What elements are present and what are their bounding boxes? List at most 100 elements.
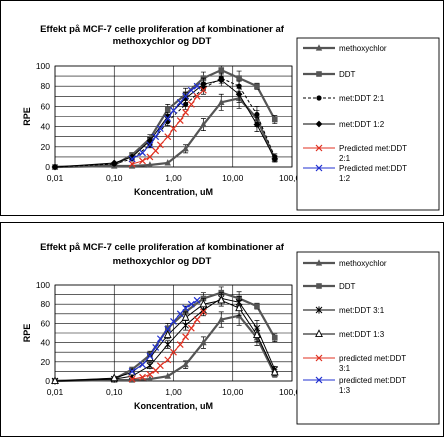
data-point [170, 348, 177, 356]
y-axis-label: RPE [22, 107, 32, 126]
data-point [187, 324, 195, 332]
x-tick-label: 10,00 [222, 387, 244, 397]
data-point [164, 372, 171, 379]
data-point [170, 125, 177, 133]
data-point [176, 117, 184, 124]
data-point [253, 330, 261, 338]
series-5 [128, 86, 207, 168]
data-point [187, 100, 195, 108]
y-tick-label: 100 [36, 61, 50, 71]
series-6 [128, 82, 201, 163]
data-point [182, 333, 190, 341]
data-point [128, 367, 136, 375]
data-point [163, 330, 172, 338]
chart-panel-1: Effekt på MCF-7 celle proliferation af k… [0, 0, 444, 216]
data-point [182, 94, 189, 102]
data-point [156, 335, 164, 343]
series-line [54, 77, 276, 168]
x-axis-label: Koncentration, uM [134, 401, 213, 411]
x-axis-label: Koncentration, uM [134, 187, 213, 197]
data-point [152, 133, 160, 141]
x-tick-label: 100,00 [279, 173, 305, 183]
data-point [156, 125, 164, 133]
data-point [254, 303, 260, 309]
data-point [139, 361, 146, 369]
data-point [164, 325, 171, 331]
data-point [176, 310, 184, 318]
data-point [152, 343, 160, 351]
legend-marker [315, 354, 323, 362]
x-tick-label: 0,10 [106, 173, 123, 183]
legend-item: DDT [303, 70, 356, 79]
x-tick-label: 10,00 [222, 173, 244, 183]
legend-item: methoxychlor [303, 259, 387, 268]
plot-area [54, 284, 293, 382]
legend-label-line: predicted met:DDT [339, 354, 406, 363]
data-point [182, 360, 189, 368]
legend-marker [315, 164, 323, 172]
legend-label: DDT [339, 282, 356, 291]
legend-label: predicted met:DDT 1:3 [339, 376, 406, 395]
y-tick-label: 0 [45, 162, 50, 172]
legend-label: met:DDT 3:1 [339, 306, 385, 315]
legend-label: met:DDT 1:2 [339, 120, 385, 129]
legend-label: Predicted met:DDT 1:2 [339, 164, 407, 183]
legend-label: met:DDT 1:3 [339, 330, 385, 339]
data-point [164, 340, 172, 349]
legend-item: met:DDT 1:2 [303, 120, 385, 129]
y-tick-label: 20 [41, 357, 51, 367]
x-tick-label: 1,00 [165, 173, 182, 183]
legend-label-line: Predicted met:DDT [339, 144, 407, 153]
chart-panel-2: Effekt på MCF-7 celle proliferation af k… [0, 222, 444, 437]
y-tick-label: 100 [36, 280, 50, 290]
y-tick-label: 40 [41, 338, 51, 348]
legend-box [296, 251, 440, 425]
data-point [193, 82, 201, 90]
data-point [110, 159, 118, 167]
legend-item: predicted met:DDT 1:3 [303, 376, 406, 395]
data-point [271, 155, 279, 163]
legend-marker [315, 376, 323, 384]
x-tick-label: 0,01 [47, 387, 64, 397]
legend-item: Predicted met:DDT 1:2 [303, 164, 407, 183]
data-point [182, 304, 190, 312]
data-point [128, 153, 136, 161]
data-point [51, 163, 59, 171]
data-point [139, 373, 146, 381]
data-point [170, 107, 177, 114]
data-point [146, 153, 154, 161]
data-point [139, 149, 146, 157]
legend-item: methoxychlor [303, 44, 387, 53]
data-point [146, 375, 154, 382]
data-point [235, 303, 244, 312]
data-point [164, 113, 172, 120]
legend-label-line: 3:1 [339, 364, 351, 373]
legend-label-line: Predicted met:DDT [339, 164, 407, 173]
data-point [176, 341, 184, 348]
data-point [199, 299, 208, 308]
series-5 [128, 308, 207, 383]
data-point [218, 315, 225, 323]
y-tick-label: 60 [41, 101, 51, 111]
y-tick-label: 80 [41, 299, 51, 309]
legend-marker [316, 283, 322, 289]
legend-label: methoxychlor [339, 44, 387, 53]
legend-item: Predicted met:DDT 2:1 [303, 144, 407, 163]
legend-item: met:DDT 3:1 [303, 306, 385, 315]
legend-item: met:DDT 2:1 [303, 94, 385, 103]
legend-marker [315, 329, 323, 338]
y-tick-label: 40 [41, 122, 51, 132]
data-point [271, 116, 278, 123]
legend-item: DDT [303, 282, 356, 291]
legend-marker [315, 144, 323, 152]
legend-label-line: predicted met:DDT [339, 376, 406, 385]
data-point [254, 83, 260, 89]
data-point [181, 312, 190, 321]
legend-marker [315, 259, 323, 266]
x-tick-label: 100,00 [279, 387, 305, 397]
x-tick-label: 0,01 [47, 173, 64, 183]
x-tick-label: 1,00 [165, 387, 182, 397]
data-point [235, 90, 243, 98]
data-point [193, 92, 201, 100]
